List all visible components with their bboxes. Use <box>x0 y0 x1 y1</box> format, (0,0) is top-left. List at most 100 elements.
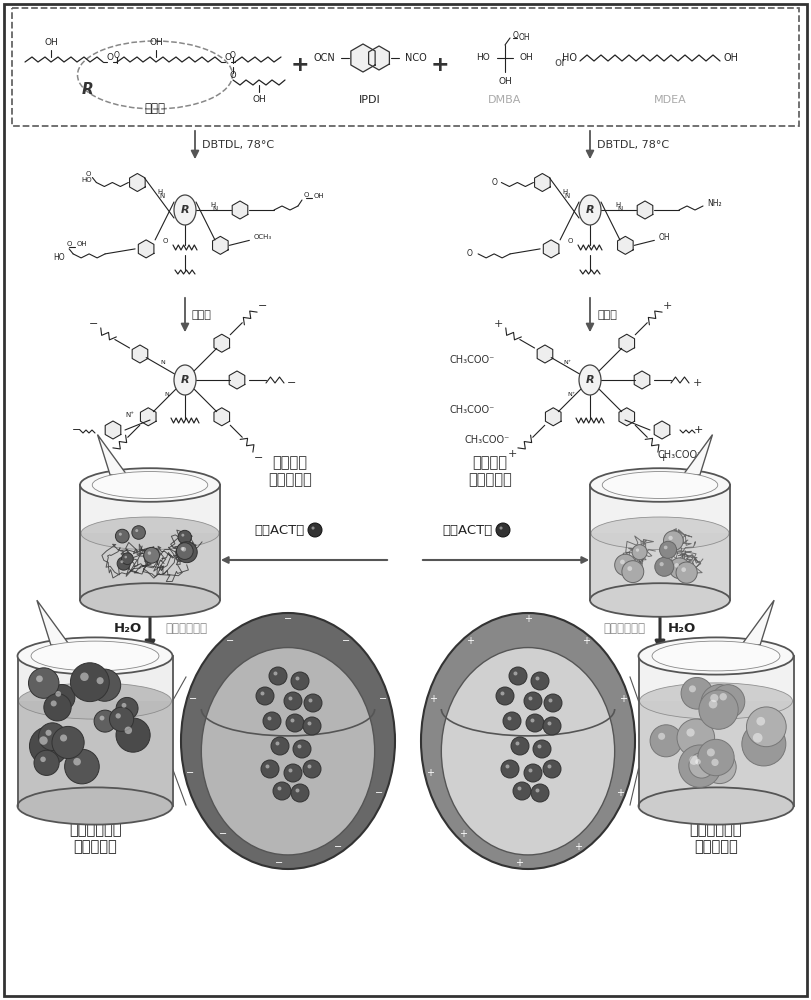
Polygon shape <box>537 345 553 363</box>
Text: −: − <box>342 636 350 646</box>
Text: H: H <box>616 202 620 208</box>
Circle shape <box>543 760 561 778</box>
Text: DBTDL, 78°C: DBTDL, 78°C <box>202 140 274 150</box>
Ellipse shape <box>638 787 793 825</box>
Circle shape <box>36 675 43 682</box>
Circle shape <box>615 554 636 576</box>
Polygon shape <box>640 701 792 806</box>
Polygon shape <box>130 174 145 192</box>
Circle shape <box>710 694 719 702</box>
Text: R: R <box>82 83 94 98</box>
Circle shape <box>289 696 293 700</box>
Text: +: + <box>574 842 582 852</box>
Circle shape <box>719 693 727 700</box>
Circle shape <box>517 786 521 790</box>
Text: +: + <box>582 636 590 646</box>
Circle shape <box>513 782 531 800</box>
Circle shape <box>307 722 311 725</box>
Text: HO: HO <box>476 53 490 62</box>
Polygon shape <box>97 435 127 475</box>
Text: +: + <box>459 829 467 839</box>
Text: H: H <box>157 189 163 195</box>
Text: DBTDL, 78°C: DBTDL, 78°C <box>597 140 669 150</box>
Polygon shape <box>634 371 650 389</box>
Circle shape <box>681 567 686 572</box>
Circle shape <box>181 547 184 551</box>
Circle shape <box>289 768 293 772</box>
Circle shape <box>263 712 281 730</box>
Text: R: R <box>181 205 189 215</box>
Circle shape <box>148 551 151 555</box>
Text: N: N <box>165 392 169 397</box>
Polygon shape <box>591 533 729 600</box>
Polygon shape <box>619 408 634 426</box>
Ellipse shape <box>80 468 220 502</box>
Text: O: O <box>491 178 497 187</box>
Text: OH: OH <box>498 77 512 86</box>
Text: +: + <box>693 425 702 435</box>
Text: −: − <box>189 694 197 704</box>
Circle shape <box>44 694 71 721</box>
Circle shape <box>501 760 519 778</box>
Circle shape <box>268 716 272 720</box>
Circle shape <box>496 687 514 705</box>
Text: OH: OH <box>519 33 530 42</box>
Polygon shape <box>214 408 230 426</box>
Text: O: O <box>230 72 236 81</box>
Polygon shape <box>351 44 375 72</box>
Text: CH₃COO⁻: CH₃COO⁻ <box>658 450 702 460</box>
Circle shape <box>524 692 542 710</box>
Circle shape <box>500 526 503 530</box>
Circle shape <box>122 553 133 565</box>
Circle shape <box>516 742 520 745</box>
Circle shape <box>689 756 698 765</box>
Circle shape <box>548 698 552 702</box>
Polygon shape <box>140 408 156 426</box>
Circle shape <box>709 700 718 708</box>
Text: +: + <box>515 858 523 868</box>
Text: O: O <box>114 50 120 60</box>
Circle shape <box>261 760 279 778</box>
Circle shape <box>509 667 527 685</box>
Circle shape <box>530 718 534 722</box>
Circle shape <box>265 764 269 768</box>
Text: CH₃COO⁻: CH₃COO⁻ <box>450 355 495 365</box>
Text: −: − <box>89 319 98 329</box>
Text: O: O <box>513 31 519 40</box>
Circle shape <box>52 726 84 759</box>
Circle shape <box>132 526 145 539</box>
Text: N⁺: N⁺ <box>564 360 572 365</box>
Text: H₂O: H₂O <box>668 621 697 635</box>
Text: R: R <box>181 375 189 385</box>
Text: +: + <box>693 378 702 388</box>
Text: OCH₃: OCH₃ <box>253 234 272 240</box>
Text: 亲疏水自组装: 亲疏水自组装 <box>603 621 645 635</box>
Circle shape <box>679 745 721 787</box>
Circle shape <box>529 696 533 700</box>
Text: +: + <box>431 55 449 75</box>
Circle shape <box>293 740 311 758</box>
Circle shape <box>73 758 81 766</box>
Circle shape <box>120 560 123 563</box>
Circle shape <box>182 547 187 552</box>
Text: H: H <box>210 202 216 208</box>
Polygon shape <box>654 421 670 439</box>
Circle shape <box>701 685 738 722</box>
Circle shape <box>117 557 131 570</box>
Text: 阴离子型
聚氨酯溶液: 阴离子型 聚氨酯溶液 <box>268 455 312 487</box>
Text: R: R <box>586 375 594 385</box>
Circle shape <box>308 698 312 702</box>
Circle shape <box>273 672 277 675</box>
Text: +: + <box>508 449 517 459</box>
Text: 加入ACT：: 加入ACT： <box>443 524 493 536</box>
Text: NCO: NCO <box>405 53 427 63</box>
Circle shape <box>689 685 696 692</box>
Text: O: O <box>466 249 472 258</box>
Circle shape <box>659 562 663 566</box>
Circle shape <box>276 742 280 745</box>
Circle shape <box>177 543 193 559</box>
Circle shape <box>742 722 786 766</box>
Circle shape <box>39 723 67 750</box>
Circle shape <box>50 700 57 706</box>
Text: +: + <box>429 694 437 704</box>
